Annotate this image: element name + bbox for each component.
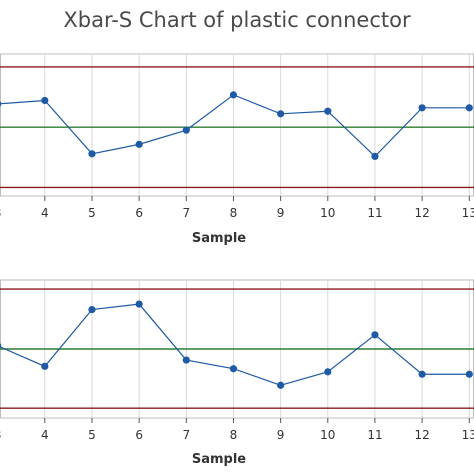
- x-tick-label: 11: [367, 206, 382, 220]
- data-point: [324, 107, 332, 115]
- data-point: [418, 370, 426, 378]
- data-point: [229, 365, 238, 373]
- x-tick-label: 6: [135, 428, 143, 442]
- data-point: [229, 91, 238, 99]
- x-tick-label: 13: [462, 428, 474, 442]
- x-tick-label: 13: [462, 206, 474, 220]
- x-tick-label: 7: [182, 428, 190, 442]
- xbar-chart-panel: 3 4 5 6 7 8 9 10 11 12 13 Sample: [0, 53, 474, 246]
- x-tick-label: 12: [414, 428, 429, 442]
- s-chart-panel: 3 4 5 6 7 8 9 10 11 12 13 Sample: [0, 279, 474, 467]
- x-tick-label: 3: [0, 206, 1, 220]
- x-tick-label: 6: [135, 206, 143, 220]
- x-tick-label: 8: [230, 206, 238, 220]
- chart-title: Xbar-S Chart of plastic connector: [63, 8, 411, 32]
- series-line: [0, 94, 470, 158]
- x-tick-label: 5: [88, 206, 96, 220]
- data-point: [182, 356, 190, 364]
- x-tick-label: 12: [414, 206, 429, 220]
- data-point: [88, 150, 96, 158]
- x-tick-label: 11: [367, 428, 382, 442]
- x-tick-label: 3: [0, 428, 1, 442]
- data-point: [0, 101, 2, 107]
- data-point: [41, 96, 49, 105]
- data-point: [135, 140, 143, 148]
- data-point: [41, 362, 49, 370]
- data-point: [88, 305, 96, 314]
- data-point: [0, 343, 2, 349]
- x-tick-label: 5: [88, 428, 96, 442]
- data-point: [465, 370, 473, 378]
- x-tick-label: 8: [230, 428, 238, 442]
- series-line: [0, 303, 470, 386]
- data-point: [135, 300, 143, 308]
- x-tick-label: 7: [182, 206, 190, 220]
- x-tick-label: 10: [320, 428, 335, 442]
- x-tick-label: 9: [277, 206, 285, 220]
- x-tick-label: 4: [41, 206, 49, 220]
- data-point: [465, 104, 473, 112]
- data-point: [418, 104, 426, 112]
- data-point: [182, 126, 190, 134]
- data-point: [371, 152, 379, 161]
- x-tick-label: 9: [277, 428, 285, 442]
- data-point: [324, 368, 332, 376]
- data-point: [371, 331, 379, 339]
- x-axis-label: Sample: [192, 452, 246, 467]
- data-point: [277, 110, 285, 118]
- x-axis-label: Sample: [192, 231, 246, 246]
- data-point: [277, 381, 285, 389]
- x-tick-label: 10: [320, 206, 335, 220]
- plot-area: [0, 53, 474, 197]
- x-tick-label: 4: [41, 428, 49, 442]
